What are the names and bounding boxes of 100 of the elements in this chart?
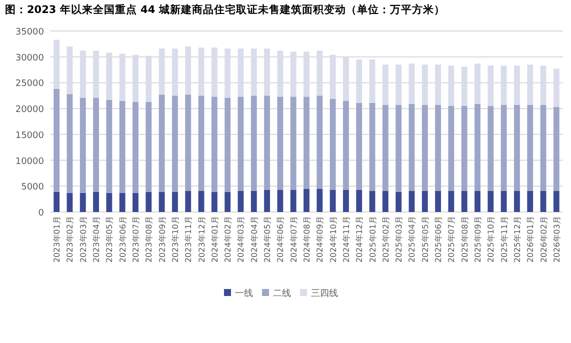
bar — [540, 66, 546, 105]
x-tick-label: 2024年08月 — [302, 216, 312, 263]
x-tick-label: 2023年11月 — [184, 216, 194, 263]
bar — [238, 48, 244, 97]
bar — [343, 100, 349, 190]
x-tick-label: 2023年02月 — [66, 216, 75, 263]
bar — [396, 192, 402, 212]
bar — [369, 190, 376, 212]
bar — [211, 48, 218, 97]
bar — [93, 192, 99, 212]
x-tick-label: 2024年03月 — [236, 216, 246, 263]
x-tick-label: 2023年09月 — [158, 216, 167, 263]
bar — [316, 188, 323, 212]
bar — [54, 88, 60, 192]
bar — [435, 64, 441, 105]
bar — [396, 64, 402, 105]
x-tick-label: 2025年03月 — [394, 216, 404, 263]
bar — [422, 64, 428, 105]
bar — [304, 188, 310, 212]
bar — [250, 96, 257, 191]
bar — [448, 66, 454, 106]
x-tick-label: 2023年08月 — [144, 216, 154, 263]
bar — [224, 98, 231, 192]
bar — [422, 104, 428, 191]
bar — [106, 52, 112, 100]
bar — [119, 100, 126, 193]
bar — [408, 104, 415, 191]
x-tick-label: 2025年08月 — [460, 216, 470, 263]
bar — [553, 107, 560, 191]
x-tick-label: 2024年06月 — [276, 216, 286, 263]
x-tick-label: 2025年05月 — [420, 216, 430, 263]
x-tick-label: 2025年07月 — [447, 216, 456, 263]
y-tick-label: 30000 — [15, 53, 44, 64]
bar — [408, 64, 415, 104]
bar — [356, 59, 362, 103]
bar — [514, 66, 520, 105]
x-tick-label: 2023年12月 — [197, 216, 206, 263]
bar — [474, 64, 480, 104]
bar — [343, 190, 349, 212]
bar — [422, 190, 428, 212]
bar — [146, 102, 152, 192]
bar — [343, 56, 349, 101]
bar — [106, 100, 112, 193]
x-tick-label: 2025年12月 — [512, 216, 522, 263]
bar — [330, 98, 336, 190]
bar — [553, 68, 560, 108]
y-tick-label: 35000 — [15, 28, 44, 38]
x-tick-label: 2024年04月 — [250, 216, 259, 263]
y-tick-label: 10000 — [15, 156, 44, 167]
bar — [553, 190, 560, 212]
bar — [500, 190, 507, 212]
bar — [211, 192, 218, 212]
bar — [435, 190, 441, 212]
x-tick-label: 2023年04月 — [92, 216, 102, 263]
bar — [277, 96, 284, 190]
bar — [146, 56, 152, 102]
bar — [330, 190, 336, 212]
x-tick-label: 2024年09月 — [316, 216, 325, 263]
bar — [500, 104, 507, 191]
x-tick-label: 2026年01月 — [526, 216, 536, 263]
bar — [119, 192, 126, 212]
x-tick-label: 2023年07月 — [132, 216, 140, 263]
bar — [488, 106, 494, 191]
legend-label: 一线 — [235, 288, 253, 299]
x-tick-label: 2024年05月 — [263, 216, 272, 263]
bar — [461, 106, 468, 191]
bar — [474, 190, 480, 212]
bar — [132, 54, 138, 102]
legend-label: 三四线 — [311, 288, 338, 299]
bar — [211, 96, 218, 192]
bar — [382, 104, 388, 191]
bar — [54, 40, 60, 89]
bar — [132, 192, 138, 212]
bar — [382, 64, 388, 105]
bar — [474, 104, 480, 191]
bar — [238, 96, 244, 191]
bar — [172, 48, 178, 96]
y-tick-label: 25000 — [15, 79, 44, 90]
bar — [185, 94, 192, 191]
bar — [316, 50, 323, 96]
bar — [185, 190, 192, 212]
bar — [514, 190, 520, 212]
bar — [158, 192, 165, 212]
x-tick-label: 2026年03月 — [552, 216, 562, 263]
bar — [158, 48, 165, 95]
bar — [185, 46, 192, 95]
bar — [80, 192, 86, 212]
bar — [290, 96, 296, 190]
bar — [448, 106, 454, 191]
bar — [93, 50, 99, 98]
y-tick-label: 20000 — [15, 105, 44, 116]
bar — [80, 98, 86, 193]
legend-label: 二线 — [273, 288, 291, 299]
bar — [304, 52, 310, 97]
bar — [488, 66, 494, 106]
bar — [540, 104, 546, 191]
bar — [264, 190, 270, 212]
bar — [540, 190, 546, 212]
x-tick-label: 2025年01月 — [368, 216, 378, 263]
bar — [435, 104, 441, 191]
